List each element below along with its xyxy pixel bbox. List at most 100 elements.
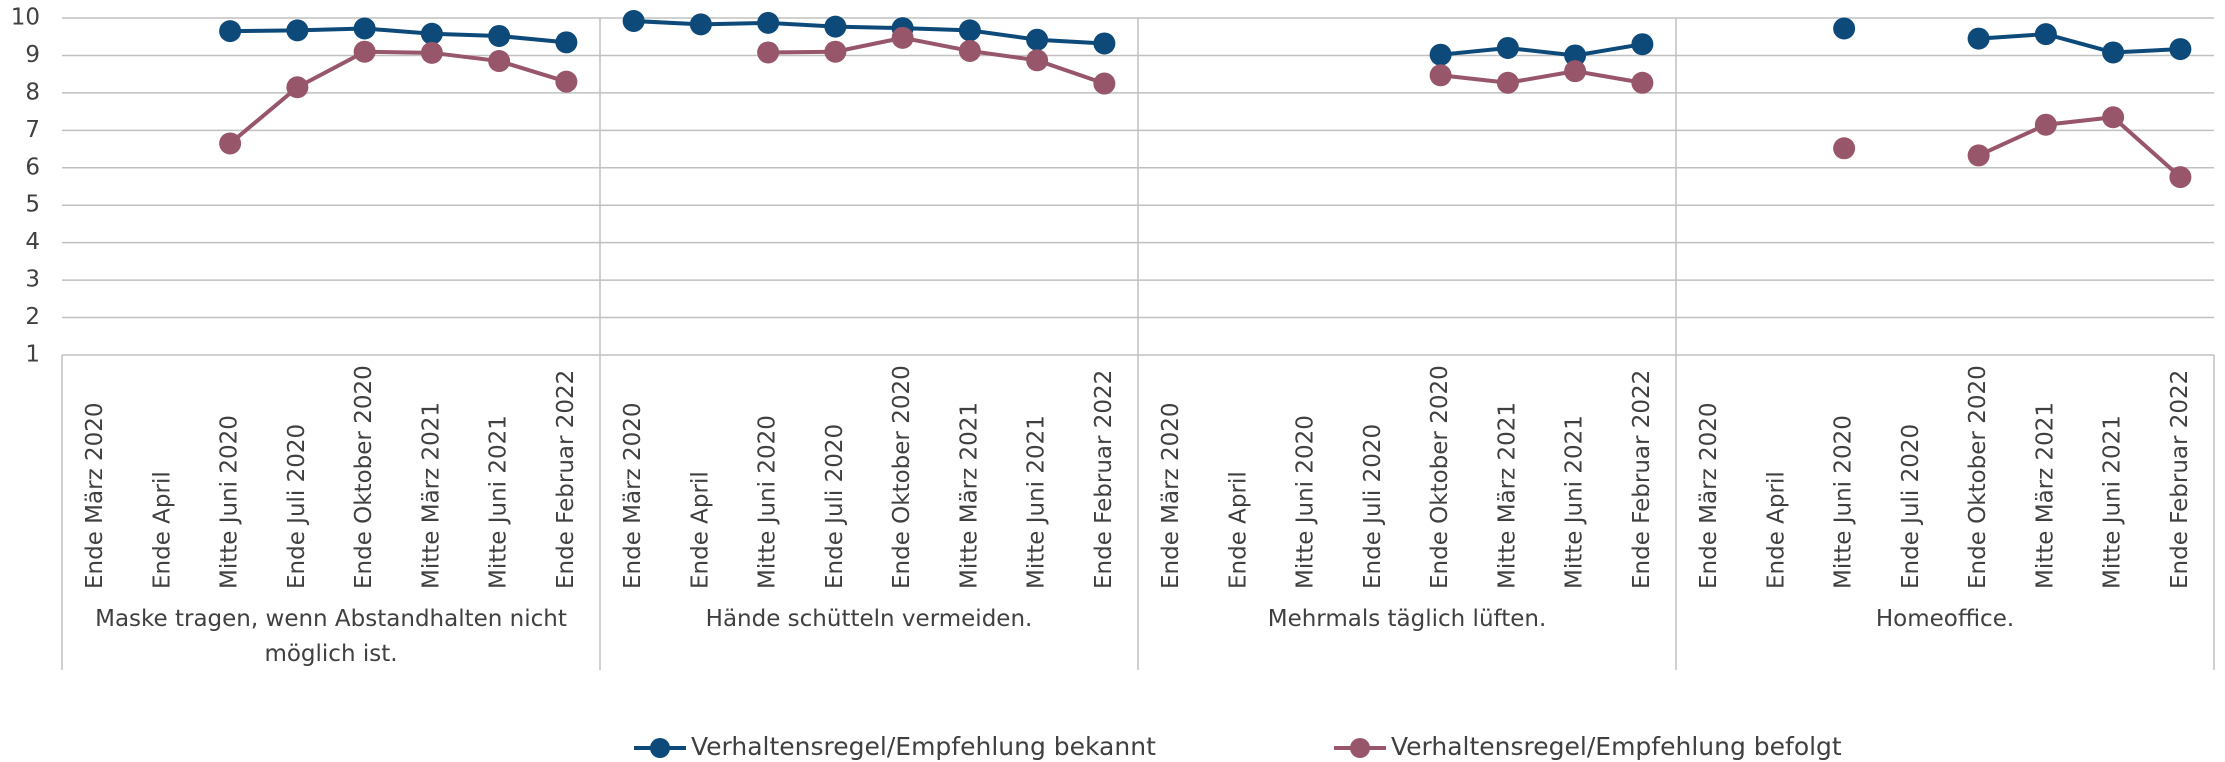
x-tick-label: Mitte Juni 2020 bbox=[1293, 415, 1319, 589]
x-tick-label: Ende April bbox=[149, 471, 175, 589]
point bbox=[1564, 44, 1587, 67]
point bbox=[2034, 23, 2057, 46]
point bbox=[219, 132, 242, 155]
y-tick-label: 5 bbox=[25, 192, 40, 218]
point bbox=[622, 9, 645, 32]
point bbox=[286, 19, 309, 42]
group-label: Hände schütteln vermeiden. bbox=[705, 606, 1033, 632]
point bbox=[1967, 27, 1990, 50]
series-line bbox=[228, 35, 2182, 179]
point bbox=[757, 41, 780, 64]
x-tick-label: Ende Juli 2020 bbox=[822, 424, 848, 589]
legend-marker bbox=[650, 738, 670, 758]
point bbox=[824, 15, 847, 38]
point bbox=[555, 70, 578, 93]
point bbox=[420, 41, 443, 64]
point bbox=[1833, 17, 1856, 40]
point bbox=[757, 11, 780, 34]
point bbox=[286, 76, 309, 99]
point bbox=[1026, 28, 1049, 51]
point bbox=[353, 17, 376, 40]
x-tick-label: Ende Februar 2022 bbox=[1629, 370, 1655, 589]
x-tick-label: Ende Oktober 2020 bbox=[351, 365, 377, 589]
x-tick-label: Ende Juli 2020 bbox=[1898, 424, 1924, 589]
y-tick-label: 6 bbox=[25, 154, 40, 180]
group-label: Homeoffice. bbox=[1875, 606, 2015, 632]
x-tick-label: Ende Oktober 2020 bbox=[1427, 365, 1453, 589]
point bbox=[958, 39, 981, 62]
point bbox=[1496, 71, 1519, 94]
point bbox=[1967, 144, 1990, 167]
point bbox=[1631, 71, 1654, 94]
x-tick-label: Ende Juli 2020 bbox=[284, 424, 310, 589]
x-tick-label: Mitte März 2021 bbox=[418, 402, 444, 589]
group-label-box: Hände schütteln vermeiden. bbox=[705, 606, 1033, 632]
y-tick-label: 9 bbox=[25, 42, 40, 68]
x-tick-label: Ende Februar 2022 bbox=[2167, 370, 2193, 589]
point bbox=[1833, 137, 1856, 160]
y-tick-label: 10 bbox=[11, 5, 40, 31]
point bbox=[1564, 60, 1587, 83]
x-tick-label: Mitte Juni 2021 bbox=[486, 415, 512, 589]
point bbox=[2169, 38, 2192, 61]
x-tick-label: Mitte Juni 2021 bbox=[1562, 415, 1588, 589]
x-tick-label: Mitte Juni 2020 bbox=[1831, 415, 1857, 589]
y-tick-label: 2 bbox=[25, 304, 40, 330]
point bbox=[353, 40, 376, 63]
point bbox=[1496, 36, 1519, 59]
point bbox=[1026, 49, 1049, 72]
x-tick-label: Mitte Juni 2020 bbox=[217, 415, 243, 589]
x-tick-label: Mitte Juni 2020 bbox=[755, 415, 781, 589]
x-tick-label: Ende März 2020 bbox=[1696, 403, 1722, 589]
point bbox=[1093, 72, 1116, 95]
point bbox=[1631, 33, 1654, 56]
x-tick-label: Ende Februar 2022 bbox=[553, 370, 579, 589]
point bbox=[824, 40, 847, 63]
x-tick-label: Ende Februar 2022 bbox=[1091, 370, 1117, 589]
point bbox=[2169, 166, 2192, 189]
point bbox=[488, 24, 511, 47]
y-tick-label: 3 bbox=[25, 267, 40, 293]
group-label: Mehrmals täglich lüften. bbox=[1267, 606, 1547, 632]
group-label-box: Mehrmals täglich lüften. bbox=[1267, 606, 1547, 632]
point bbox=[488, 50, 511, 73]
point bbox=[2102, 106, 2125, 129]
x-tick-label: Mitte März 2021 bbox=[1494, 402, 1520, 589]
x-tick-label: Ende März 2020 bbox=[620, 403, 646, 589]
x-tick-label: Ende März 2020 bbox=[1158, 403, 1184, 589]
x-tick-label: Ende Oktober 2020 bbox=[889, 365, 915, 589]
y-tick-label: 8 bbox=[25, 79, 40, 105]
x-tick-label: Mitte Juni 2021 bbox=[1024, 415, 1050, 589]
point bbox=[420, 22, 443, 45]
group-label-box: Maske tragen, wenn Abstandhalten nicht m… bbox=[95, 606, 567, 667]
x-tick-label: Mitte Juni 2021 bbox=[2100, 415, 2126, 589]
point bbox=[891, 26, 914, 49]
x-tick-label: Ende April bbox=[1225, 471, 1251, 589]
x-tick-label: Ende März 2020 bbox=[82, 403, 108, 589]
point bbox=[689, 13, 712, 36]
group-label: Maske tragen, wenn Abstandhalten nicht m… bbox=[95, 606, 567, 667]
x-tick-label: Mitte März 2021 bbox=[956, 402, 982, 589]
y-tick-label: 7 bbox=[25, 117, 40, 143]
series-line bbox=[230, 18, 2181, 58]
y-tick-label: 4 bbox=[25, 229, 40, 255]
legend-label: Verhaltensregel/Empfehlung bekannt bbox=[691, 732, 1156, 761]
point bbox=[1429, 64, 1452, 87]
legend-label: Verhaltensregel/Empfehlung befolgt bbox=[1391, 732, 1842, 761]
x-tick-label: Ende Oktober 2020 bbox=[1965, 365, 1991, 589]
point bbox=[555, 31, 578, 54]
point bbox=[2034, 113, 2057, 136]
point bbox=[958, 19, 981, 42]
x-tick-label: Mitte März 2021 bbox=[2032, 402, 2058, 589]
legend-marker bbox=[1350, 738, 1370, 758]
y-tick-label: 1 bbox=[25, 342, 40, 368]
point bbox=[1429, 43, 1452, 66]
point bbox=[2102, 41, 2125, 64]
x-tick-label: Ende April bbox=[687, 471, 713, 589]
x-tick-label: Ende April bbox=[1763, 471, 1789, 589]
x-tick-label: Ende Juli 2020 bbox=[1360, 424, 1386, 589]
group-label-box: Homeoffice. bbox=[1875, 606, 2015, 632]
point bbox=[219, 20, 242, 43]
point bbox=[1093, 32, 1116, 55]
